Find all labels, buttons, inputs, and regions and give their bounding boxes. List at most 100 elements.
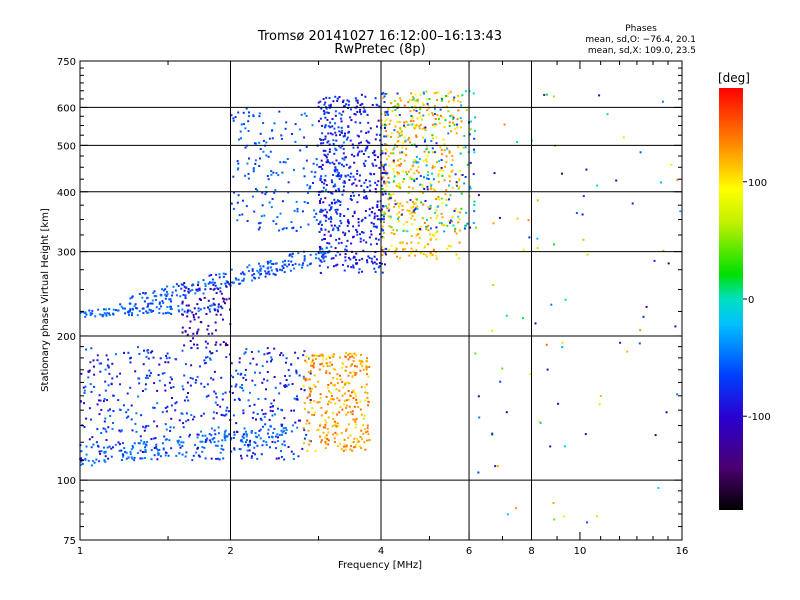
- data-point: [204, 340, 207, 343]
- data-point: [208, 433, 211, 435]
- data-point: [179, 295, 182, 298]
- data-point: [298, 128, 301, 131]
- data-point: [228, 433, 231, 436]
- data-point: [186, 381, 189, 384]
- data-point: [522, 317, 525, 320]
- data-point: [232, 119, 235, 122]
- data-point: [98, 399, 100, 402]
- data-point: [452, 117, 455, 120]
- data-point: [110, 447, 113, 450]
- data-point: [393, 161, 396, 164]
- data-point: [413, 172, 416, 175]
- data-point: [516, 141, 519, 144]
- data-point: [298, 263, 301, 266]
- data-point: [410, 217, 413, 220]
- data-point: [464, 224, 467, 227]
- data-point: [241, 384, 243, 386]
- data-point: [404, 248, 407, 251]
- data-point: [255, 142, 258, 145]
- data-point: [427, 206, 430, 209]
- data-point: [292, 458, 295, 460]
- data-point: [442, 169, 445, 172]
- data-point: [243, 277, 246, 280]
- data-point: [320, 406, 323, 409]
- data-point: [239, 282, 242, 285]
- data-point: [319, 179, 322, 182]
- data-point: [278, 110, 281, 113]
- data-point: [114, 353, 117, 356]
- data-point: [406, 123, 409, 126]
- data-point: [351, 410, 354, 413]
- data-point: [222, 392, 225, 395]
- data-point: [405, 170, 407, 173]
- data-point: [253, 446, 256, 449]
- data-point: [322, 426, 325, 429]
- data-point: [233, 431, 236, 434]
- data-point: [457, 187, 460, 190]
- data-point: [324, 441, 327, 443]
- data-point: [303, 377, 306, 380]
- data-point: [427, 174, 429, 177]
- data-point: [299, 419, 302, 422]
- data-point: [96, 359, 99, 362]
- data-point: [332, 174, 335, 176]
- data-point: [303, 442, 306, 444]
- data-point: [377, 238, 380, 241]
- data-point: [328, 162, 331, 165]
- data-point: [352, 389, 355, 392]
- data-point: [372, 262, 374, 265]
- data-point: [324, 208, 327, 211]
- data-point: [248, 441, 251, 444]
- data-point: [232, 207, 235, 210]
- data-point: [95, 441, 98, 444]
- data-point: [242, 376, 245, 379]
- data-point: [320, 208, 323, 211]
- data-point: [319, 393, 322, 396]
- data-point: [415, 234, 418, 237]
- data-point: [456, 118, 459, 121]
- data-point: [431, 112, 434, 115]
- data-point: [418, 125, 421, 128]
- data-point: [414, 207, 417, 210]
- data-point: [334, 147, 337, 150]
- data-point: [325, 370, 328, 373]
- data-point: [182, 284, 185, 286]
- data-point: [220, 292, 223, 295]
- data-point: [352, 175, 355, 178]
- data-point: [240, 457, 243, 460]
- data-point: [261, 365, 264, 368]
- data-point: [332, 368, 335, 370]
- data-point: [342, 231, 345, 234]
- data-point: [585, 168, 588, 171]
- data-point: [248, 264, 251, 267]
- data-point: [152, 437, 155, 440]
- x-tick-label: 1: [77, 546, 83, 557]
- data-point: [338, 411, 341, 414]
- data-point: [388, 225, 391, 228]
- data-point: [415, 161, 418, 164]
- data-point: [265, 186, 268, 189]
- data-point: [246, 162, 249, 165]
- data-point: [269, 150, 272, 153]
- data-point: [242, 199, 244, 202]
- x-tick-label: 2: [227, 546, 233, 557]
- data-point: [446, 224, 449, 227]
- data-point: [422, 186, 425, 189]
- data-point: [161, 300, 164, 303]
- data-point: [386, 110, 389, 113]
- data-point: [320, 159, 323, 162]
- data-point: [406, 173, 408, 176]
- data-point: [251, 195, 254, 198]
- data-point: [210, 441, 212, 444]
- data-point: [320, 227, 323, 230]
- data-point: [85, 348, 88, 351]
- data-point: [384, 152, 387, 155]
- data-point: [274, 386, 277, 389]
- data-point: [363, 196, 366, 199]
- data-point: [367, 130, 370, 133]
- data-point: [223, 437, 226, 439]
- data-point: [528, 236, 531, 239]
- data-point: [303, 175, 306, 178]
- data-point: [266, 272, 269, 275]
- data-point: [191, 288, 194, 291]
